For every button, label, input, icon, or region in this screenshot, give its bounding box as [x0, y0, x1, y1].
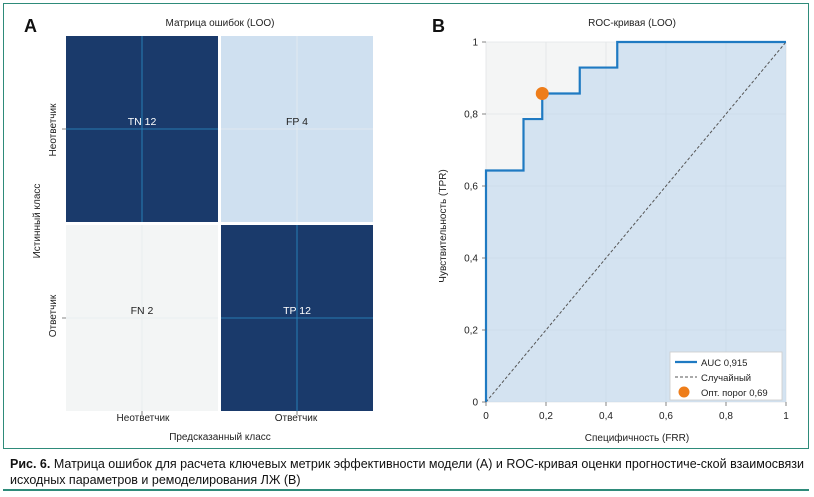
roc-xtick-1: 0,2 [539, 411, 553, 422]
roc-ylabel: Чувствительность (TPR) [438, 169, 449, 282]
panel-a-label: A [24, 16, 37, 36]
legend-threshold-label: Опт. порог 0,69 [701, 388, 768, 399]
roc-ytick-4: 0,8 [464, 110, 478, 121]
roc-xlabel: Специфичность (FRR) [585, 432, 689, 444]
roc-ytick-1: 0,2 [464, 326, 478, 337]
caption-text: Матрица ошибок для расчета ключевых метр… [10, 457, 805, 487]
legend-threshold-swatch [678, 386, 690, 398]
roc-ytick-5: 1 [472, 38, 478, 49]
roc-title: ROC-кривая (LOO) [588, 18, 676, 29]
cm-ytick-0: Неответчик [48, 103, 59, 157]
cm-ytick-1: Ответчик [48, 294, 59, 337]
roc-xtick-4: 0,8 [719, 411, 733, 422]
cm-ylabel: Истинный класс [32, 184, 43, 259]
cm-cell-label-2: FN 2 [131, 305, 154, 317]
cm-cell-label-0: TN 12 [128, 116, 157, 128]
caption-lead: Рис. 6. [10, 457, 51, 471]
roc-ytick-0: 0 [472, 398, 478, 409]
confusion-matrix-chart: Матрица ошибок (LOO) TN 12 FP 4FN 2 TP 12 … [32, 17, 373, 443]
roc-threshold-point [535, 86, 549, 100]
bottom-rule [3, 489, 809, 491]
panel-b-label: B [432, 16, 445, 36]
cm-title: Матрица ошибок (LOO) [166, 17, 275, 29]
roc-chart: ROC-кривая (LOO) 00 0,2 0,2 0,4 0,4 0,6 0,6 0,8… [438, 18, 789, 444]
roc-xtick-5: 1 [783, 411, 789, 422]
roc-xtick-3: 0,6 [659, 411, 673, 422]
cm-cell-label-3: TP 12 [283, 305, 311, 317]
roc-ytick-2: 0,4 [464, 254, 478, 265]
cm-xtick-1: Ответчик [275, 413, 318, 424]
roc-xtick-2: 0,4 [599, 411, 613, 422]
figure-caption: Рис. 6. Матрица ошибок для расчета ключе… [10, 456, 806, 488]
roc-legend: AUC 0,915 Случайный Опт. порог 0,69 [669, 351, 783, 401]
cm-xlabel: Предсказанный класс [169, 432, 271, 443]
cm-cell-label-1: FP 4 [286, 116, 308, 128]
roc-ytick-3: 0,6 [464, 182, 478, 193]
legend-auc-label: AUC 0,915 [701, 358, 747, 369]
cm-xtick-0: Неответчик [117, 413, 171, 424]
roc-xtick-0: 0 [483, 411, 489, 422]
legend-random-label: Случайный [701, 373, 751, 384]
roc-random-line [485, 41, 787, 403]
figure-frame: A B Матрица ошибок (LOO) TN 12 FP 4 FN 2 TP… [3, 3, 809, 449]
